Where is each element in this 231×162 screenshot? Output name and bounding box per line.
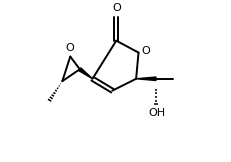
Text: O: O: [112, 3, 121, 13]
Polygon shape: [136, 77, 156, 81]
Text: O: O: [141, 46, 150, 56]
Text: O: O: [65, 43, 74, 53]
Text: OH: OH: [148, 108, 165, 118]
Polygon shape: [79, 68, 92, 79]
